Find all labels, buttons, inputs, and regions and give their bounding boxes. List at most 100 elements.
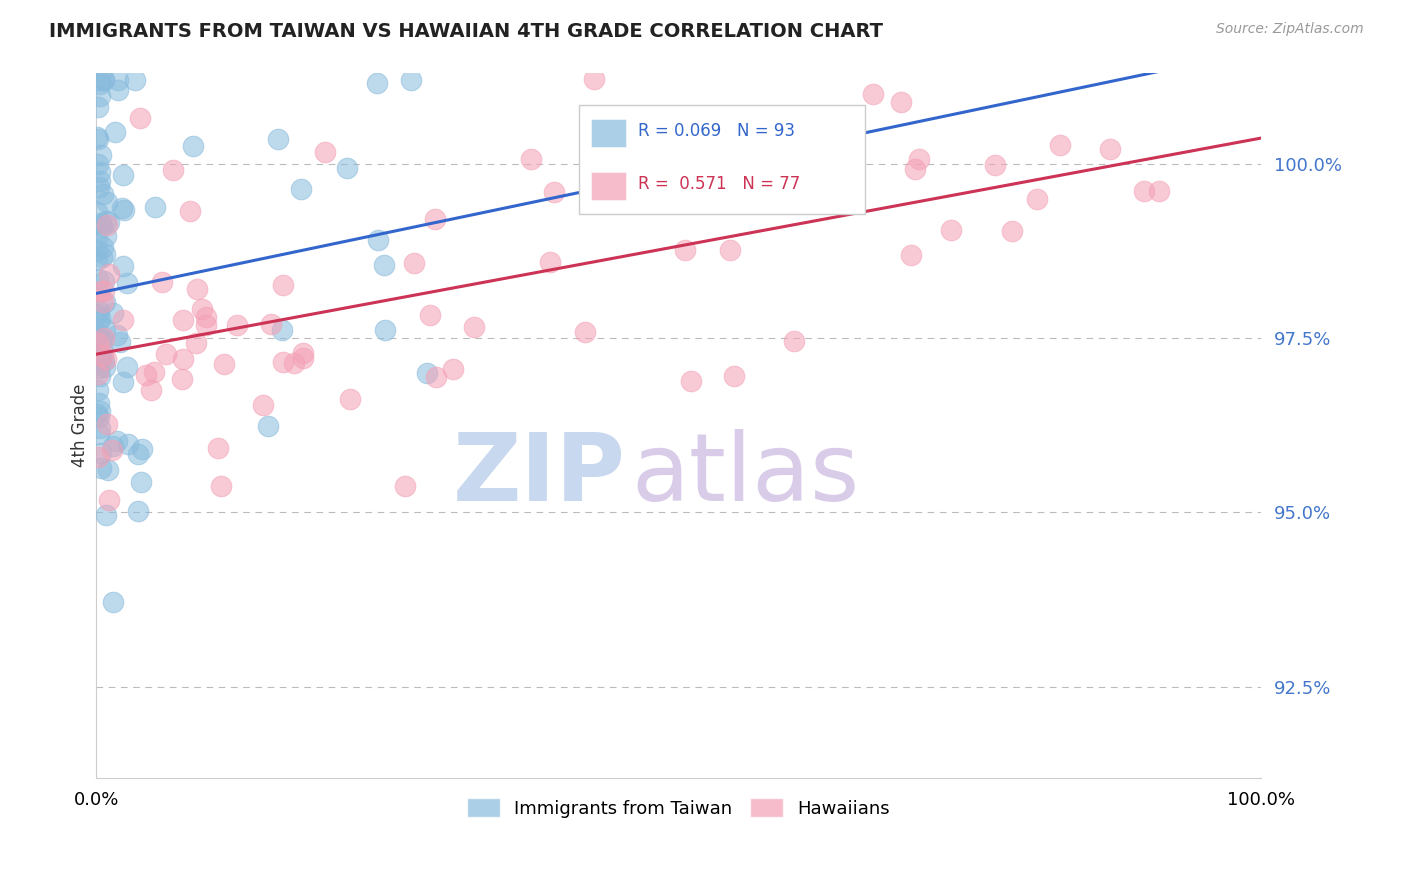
Point [87,326,110,341]
Point [94,228,117,243]
Point [97,267,120,281]
Point [117,437,139,451]
Point [93,73,115,87]
Point [86,306,108,320]
Point [91,251,114,265]
Point [91,294,114,309]
Point [89,89,111,103]
Point [93,354,115,368]
Point [86,336,108,351]
Point [90,350,112,364]
Point [91,240,114,254]
Point [463,320,485,334]
Point [96,195,118,210]
Point [91,187,114,202]
Point [90,219,112,234]
Point [191,301,214,316]
Point [904,161,927,176]
Point [107,327,129,342]
Point [195,318,218,332]
Point [374,323,396,337]
Point [87,426,110,441]
Point [86,157,108,171]
Point [111,375,134,389]
Point [127,447,149,461]
Point [291,351,314,365]
Point [90,348,112,362]
Point [86,205,108,219]
Legend: Immigrants from Taiwan, Hawaiians: Immigrants from Taiwan, Hawaiians [460,791,897,825]
Point [135,368,157,382]
Point [582,72,605,87]
Point [86,230,108,244]
Point [900,248,922,262]
Point [983,158,1005,172]
Point [283,356,305,370]
Point [1049,138,1071,153]
Point [87,100,110,114]
Point [290,182,312,196]
Point [259,318,281,332]
Point [90,341,112,355]
Point [124,73,146,87]
Point [271,278,294,293]
Point [209,479,232,493]
Point [101,595,124,609]
FancyBboxPatch shape [591,119,626,147]
Point [96,214,118,228]
Point [86,129,108,144]
Point [336,161,359,175]
FancyBboxPatch shape [579,104,865,214]
Point [273,355,295,369]
Point [89,303,111,318]
Point [150,275,173,289]
Point [657,183,679,197]
Point [87,132,110,146]
Point [90,352,112,367]
Point [86,407,108,421]
Point [101,306,124,320]
Point [90,216,112,230]
Point [101,443,124,458]
Point [91,332,114,346]
Point [155,347,177,361]
Point [93,73,115,87]
Point [862,87,884,101]
Point [93,285,115,299]
Point [252,398,274,412]
Point [1001,224,1024,238]
Point [89,310,111,325]
Text: R =  0.571   N = 77: R = 0.571 N = 77 [638,176,800,194]
Point [127,504,149,518]
Point [112,259,135,273]
Point [267,132,290,146]
Point [97,215,120,229]
Point [939,223,962,237]
Point [93,322,115,336]
Text: ZIP: ZIP [453,428,626,521]
Point [520,152,543,166]
Point [172,313,194,327]
Point [181,139,204,153]
Point [89,174,111,188]
Point [172,352,194,367]
Point [89,73,111,87]
Point [207,441,229,455]
Point [101,440,124,454]
Point [538,255,561,269]
Point [94,294,117,309]
Point [87,396,110,410]
Point [107,83,129,97]
Point [89,315,111,329]
Point [117,360,139,375]
Y-axis label: 4th Grade: 4th Grade [72,384,89,467]
Point [129,475,152,489]
Point [419,308,441,322]
Point [86,253,108,268]
Point [723,368,745,383]
Point [271,323,294,337]
Point [1132,184,1154,198]
Point [89,179,111,194]
Point [425,212,447,227]
Point [292,345,315,359]
